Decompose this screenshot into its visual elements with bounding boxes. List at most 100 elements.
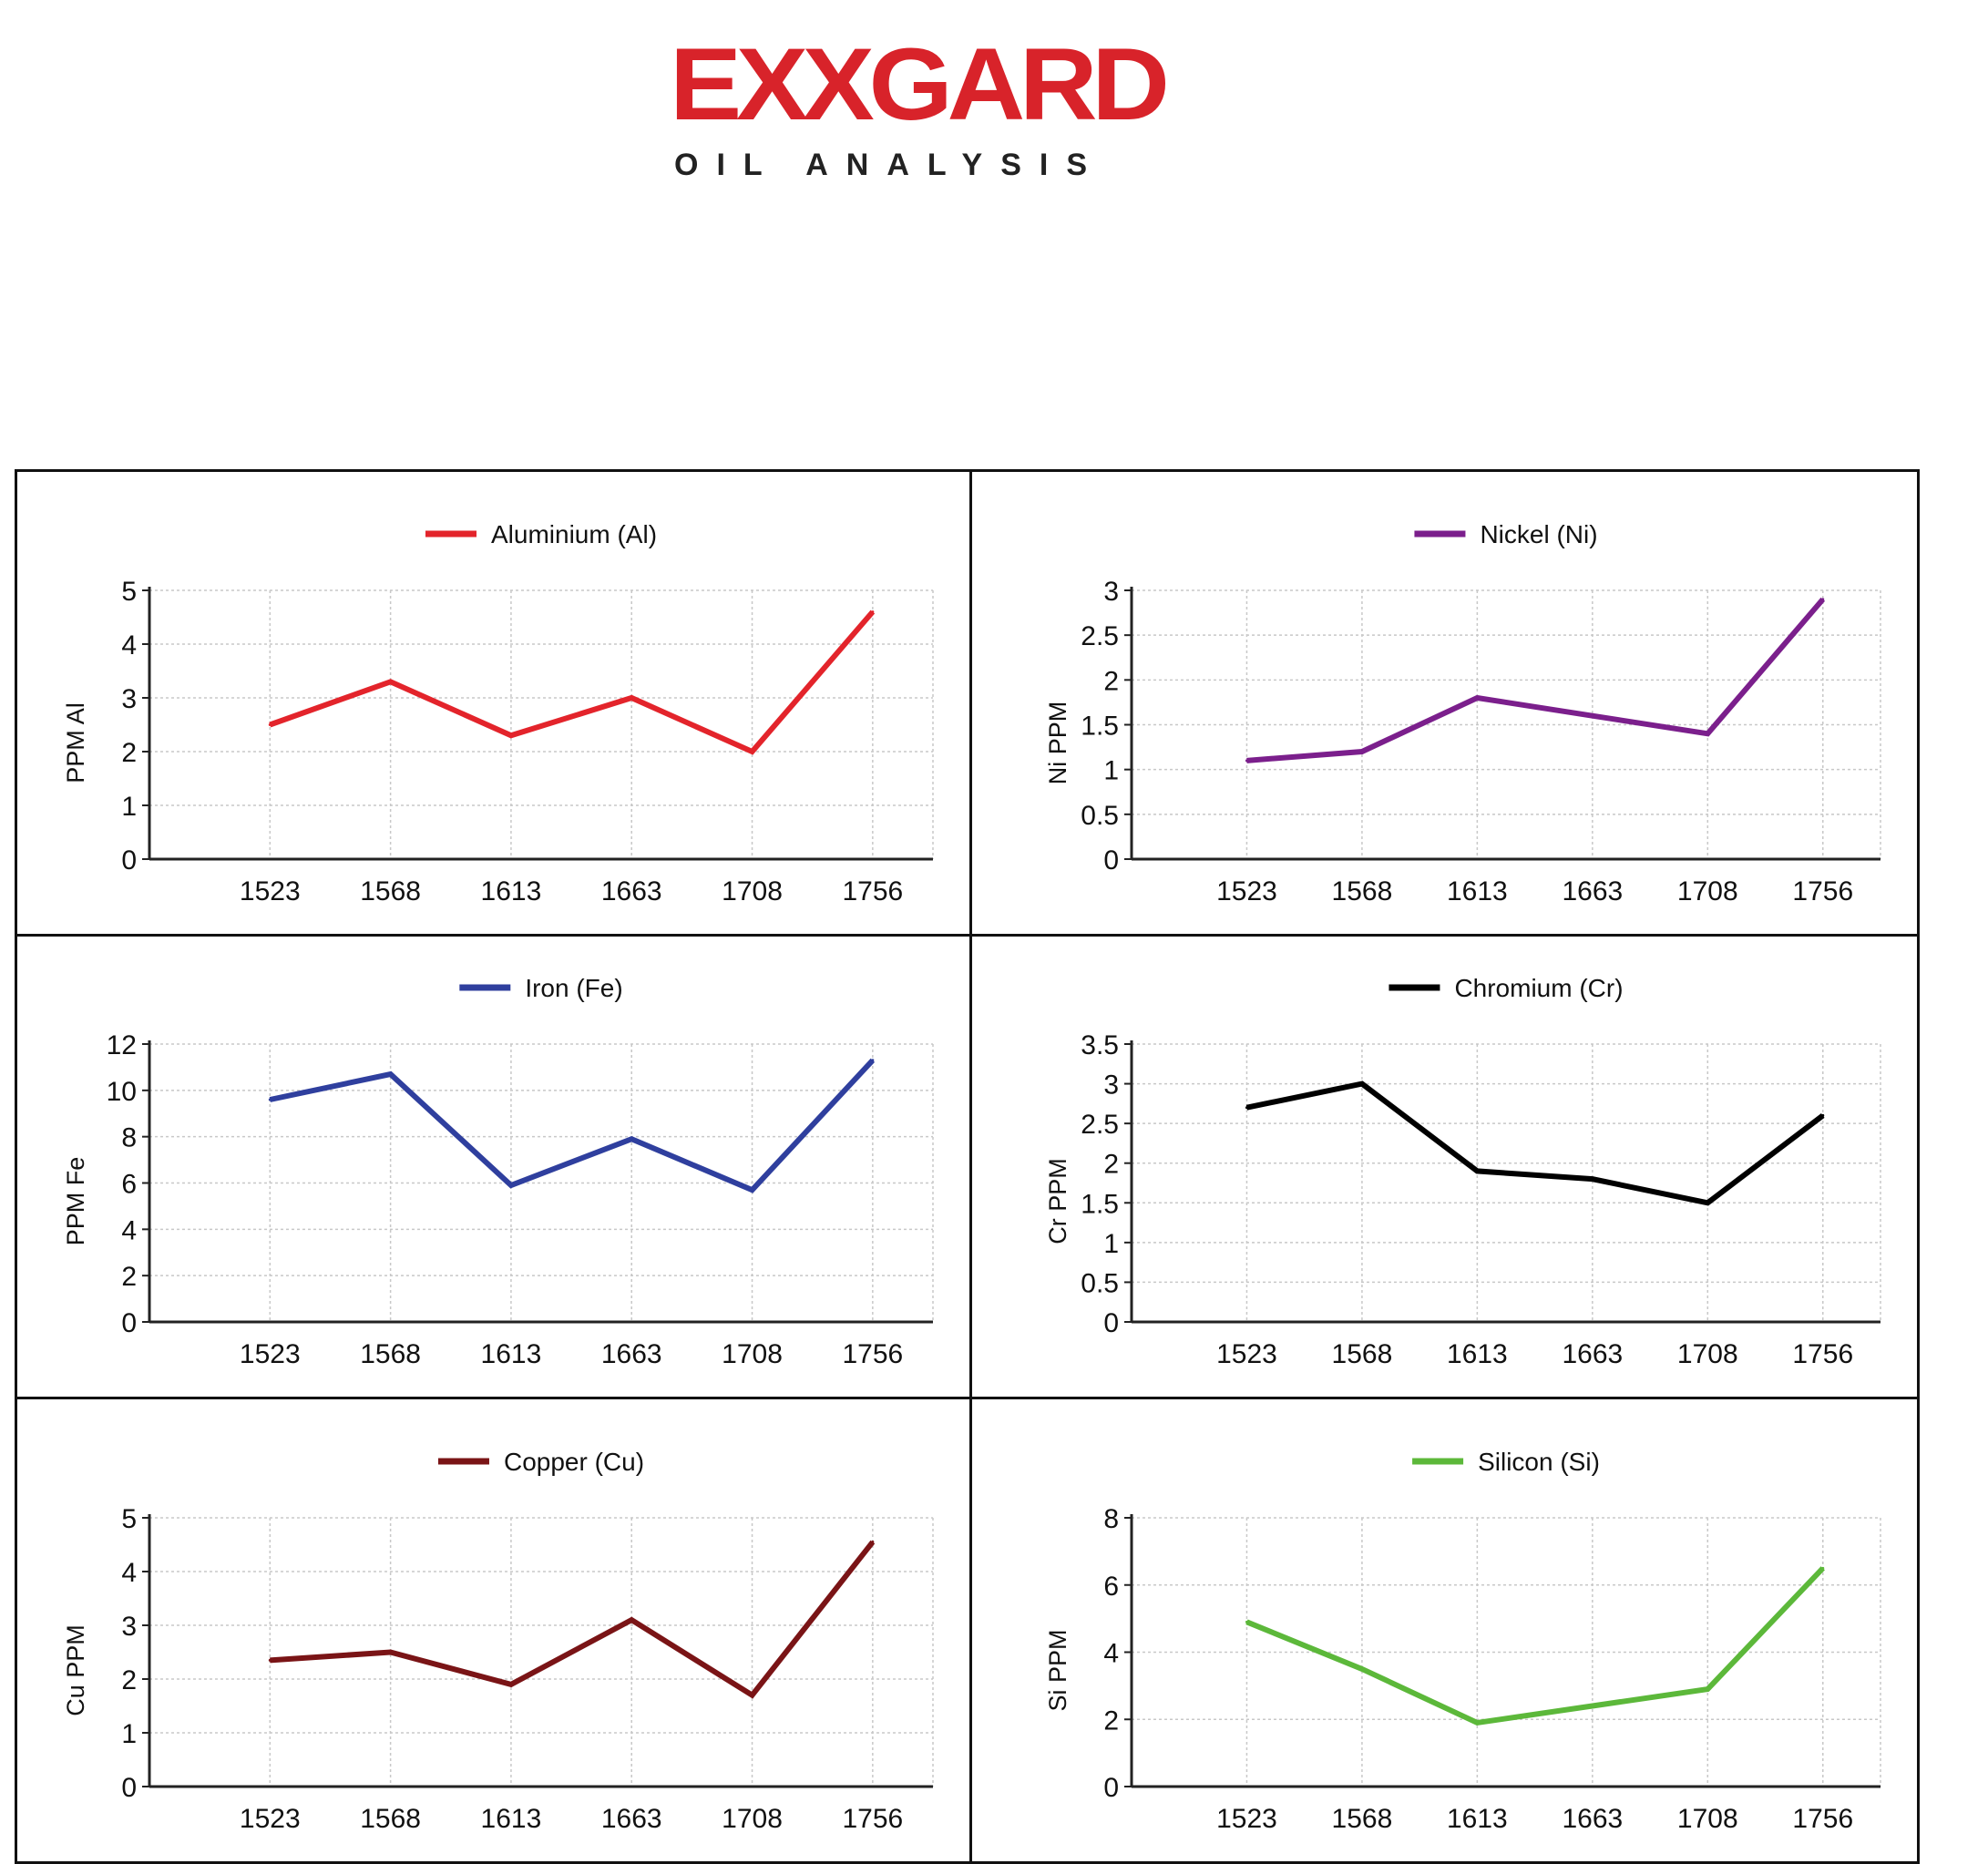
y-tick-label: 2.5 — [1081, 621, 1119, 651]
data-point — [509, 1683, 513, 1686]
y-tick-label: 6 — [121, 1170, 137, 1200]
y-tick-label: 3.5 — [1081, 1030, 1119, 1060]
y-axis-label: Si PPM — [1044, 1629, 1071, 1711]
legend-label: Iron (Fe) — [525, 974, 622, 1002]
data-point — [630, 1618, 633, 1622]
data-point — [268, 1658, 272, 1662]
x-tick-label: 1568 — [1332, 1804, 1393, 1834]
data-point — [630, 696, 633, 700]
y-tick-label: 1.5 — [1081, 1189, 1119, 1219]
data-point — [389, 1651, 393, 1654]
y-tick-label: 2 — [121, 1665, 137, 1695]
series-line-chromium-cr — [1245, 1081, 1825, 1206]
y-tick-label: 2 — [1103, 1705, 1119, 1736]
legend: Iron (Fe) — [459, 974, 623, 1002]
chart-panel-chromium: 0 0.5 1 1.5 2 2.5 3 3.5 1523 1568 1613 1663 1708 1756… — [969, 934, 1920, 1399]
y-tick-label: 2 — [1103, 1150, 1119, 1180]
x-tick-label: 1663 — [1562, 1804, 1623, 1834]
y-tick-label: 1 — [1103, 756, 1119, 786]
data-point — [751, 1188, 754, 1192]
legend-label: Chromium (Cr) — [1454, 974, 1623, 1002]
data-point — [1360, 1082, 1364, 1086]
series-line-nickel-ni — [1246, 597, 1826, 763]
legend: Copper (Cu) — [437, 1448, 644, 1476]
data-point — [871, 1541, 875, 1544]
x-tick-label: 1756 — [1792, 1339, 1853, 1369]
x-tick-label: 1708 — [722, 1339, 783, 1369]
x-tick-label: 1663 — [1562, 1339, 1623, 1369]
legend-label: Silicon (Si) — [1478, 1448, 1600, 1476]
chart-svg: 0 1 2 3 4 5 1523 1568 1613 1663 1708 1756 Cu PPM Copp… — [62, 1448, 934, 1834]
y-tick-label: 12 — [107, 1030, 137, 1060]
x-tick-label: 1613 — [1447, 1804, 1508, 1834]
y-tick-label: 0 — [121, 1773, 137, 1803]
chart-panel-silicon: 0 2 4 6 8 1523 1568 1613 1663 1708 1756 Si PPM Silic… — [969, 1397, 1920, 1864]
y-tick-label: 4 — [121, 1215, 137, 1245]
logo: EXXGARD OIL ANALYSIS — [0, 0, 1988, 200]
data-point — [1591, 1177, 1594, 1181]
data-point — [509, 1183, 513, 1187]
y-tick-label: 3 — [1103, 1070, 1119, 1101]
y-axis-label: PPM Fe — [62, 1157, 89, 1246]
series-line-copper-cu — [270, 1540, 876, 1699]
y-tick-label: 1.5 — [1081, 712, 1119, 742]
x-tick-label: 1756 — [1792, 1804, 1853, 1834]
legend: Nickel (Ni) — [1414, 520, 1598, 548]
y-tick-label: 4 — [121, 630, 137, 661]
y-tick-label: 8 — [121, 1123, 137, 1153]
x-tick-label: 1568 — [1332, 1339, 1393, 1369]
x-tick-label: 1568 — [1332, 876, 1393, 906]
data-point — [1360, 750, 1364, 753]
y-tick-label: 0.5 — [1081, 801, 1119, 831]
y-tick-label: 4 — [121, 1558, 137, 1588]
data-point — [1475, 1169, 1479, 1173]
x-tick-label: 1613 — [481, 1339, 542, 1369]
y-tick-label: 1 — [121, 792, 137, 822]
chart-svg: 0 2 4 6 8 1523 1568 1613 1663 1708 1756 Si PPM Silic… — [1044, 1448, 1881, 1834]
x-tick-label: 1523 — [1216, 1804, 1277, 1834]
data-point — [751, 1694, 754, 1697]
legend-label: Nickel (Ni) — [1480, 520, 1597, 548]
y-axis-label: Cu PPM — [62, 1624, 89, 1716]
y-tick-label: 1 — [1103, 1229, 1119, 1259]
x-tick-label: 1613 — [1447, 1339, 1508, 1369]
data-point — [1706, 1687, 1709, 1691]
data-point — [871, 1059, 875, 1062]
data-point — [1706, 732, 1709, 735]
data-point — [389, 1072, 393, 1076]
data-point — [1475, 696, 1479, 700]
x-tick-label: 1663 — [1562, 876, 1623, 906]
x-tick-label: 1663 — [601, 1804, 662, 1834]
x-tick-label: 1523 — [1216, 876, 1277, 906]
legend: Chromium (Cr) — [1389, 974, 1624, 1002]
x-tick-label: 1613 — [1447, 876, 1508, 906]
y-tick-label: 8 — [1103, 1504, 1119, 1534]
series-line-silicon-si — [1245, 1566, 1825, 1726]
chart-panel-nickel: 0 0.5 1 1.5 2 2.5 3 1523 1568 1613 1663 1708 1756 Ni … — [969, 469, 1920, 937]
x-tick-label: 1568 — [360, 876, 421, 906]
y-axis-label: Ni PPM — [1044, 702, 1071, 785]
y-tick-label: 0 — [1103, 845, 1119, 876]
y-tick-label: 0 — [1103, 1308, 1119, 1338]
data-point — [268, 723, 272, 726]
y-tick-label: 2.5 — [1081, 1110, 1119, 1140]
x-tick-label: 1523 — [240, 876, 301, 906]
data-point — [509, 733, 513, 737]
y-tick-label: 2 — [121, 738, 137, 768]
y-tick-label: 0 — [1103, 1773, 1119, 1803]
data-point — [1245, 1106, 1248, 1110]
data-point — [1591, 1705, 1594, 1707]
y-tick-label: 3 — [121, 1612, 137, 1642]
series-line-iron-fe — [269, 1058, 876, 1193]
data-point — [389, 680, 393, 683]
chart-grid: 0 1 2 3 4 5 1523 1568 1613 1663 1708 1756 PPM Al Alum… — [15, 469, 1920, 1864]
data-point — [1591, 714, 1594, 718]
data-point — [1821, 1566, 1825, 1570]
y-tick-label: 0.5 — [1081, 1268, 1119, 1298]
legend: Silicon (Si) — [1412, 1448, 1600, 1476]
x-tick-label: 1756 — [842, 876, 903, 906]
chart-svg: 0 0.5 1 1.5 2 2.5 3 1523 1568 1613 1663 1708 1756 Ni … — [1044, 520, 1881, 906]
data-point — [630, 1137, 633, 1141]
x-tick-label: 1568 — [360, 1339, 421, 1369]
data-point — [871, 610, 875, 614]
